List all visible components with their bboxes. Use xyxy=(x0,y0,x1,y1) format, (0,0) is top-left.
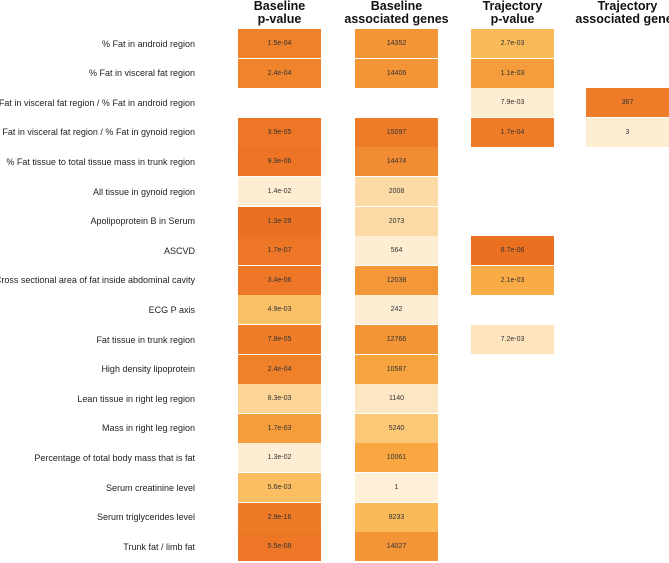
heatmap-cell-trajectory-p: 1.1e-03 xyxy=(471,58,554,88)
row-label: Serum creatinine level xyxy=(105,482,195,493)
heatmap-cell-trajectory-p: 8.7e-06 xyxy=(471,236,554,266)
heatmap-cell-baseline-p: 2.4e-04 xyxy=(238,354,321,384)
row-label: % Fat tissue to total tissue mass in tru… xyxy=(6,156,195,167)
row-label: % Fat in visceral fat region / % Fat in … xyxy=(0,97,195,108)
heatmap-cell-baseline-genes: 10587 xyxy=(355,354,438,384)
column-header-line1: Baseline xyxy=(370,0,423,13)
row-label: Lean tissue in right leg region xyxy=(77,393,195,404)
row-label: Mass in right leg region xyxy=(101,423,195,434)
column-header-line1: Trajectory xyxy=(597,0,658,13)
row-label: ECG P axis xyxy=(148,304,195,315)
heatmap-cell-baseline-genes: 15097 xyxy=(355,117,438,147)
heatmap-cell-baseline-p: 3.4e-06 xyxy=(238,265,321,295)
heatmap-cell-baseline-genes: 2008 xyxy=(355,177,438,206)
heatmap-cell-trajectory-p: 7.9e-03 xyxy=(471,88,554,118)
heatmap-cell-baseline-p: 9.3e-06 xyxy=(238,147,321,177)
heatmap-cell-baseline-p: 1.7e-07 xyxy=(238,236,321,266)
row-label: % Fat in android region xyxy=(101,38,195,49)
column-header-line2: p-value xyxy=(257,12,302,26)
heatmap-cell-trajectory-p: 2.7e-03 xyxy=(471,29,554,58)
heatmap-cell-trajectory-p: 2.1e-03 xyxy=(471,265,554,295)
heatmap-cell-baseline-genes: 2073 xyxy=(355,206,438,236)
heatmap-cell-baseline-genes: 1140 xyxy=(355,384,438,414)
heatmap-cell-baseline-p: 2.9e-16 xyxy=(238,502,321,532)
row-label: Serum triglycerides level xyxy=(96,512,195,523)
column-header-line2: associated genes xyxy=(575,12,669,26)
heatmap-cell-trajectory-genes: 367 xyxy=(586,88,669,118)
heatmap-cell-baseline-genes: 564 xyxy=(355,236,438,266)
heatmap-cell-baseline-p: 1.3e-02 xyxy=(238,443,321,473)
row-label: ASCVD xyxy=(163,245,195,256)
heatmap-cell-trajectory-p: 7.2e-03 xyxy=(471,325,554,354)
column-header-baseline-genes: Baseline associated genes xyxy=(335,0,458,26)
heatmap-cell-baseline-p: 7.8e-05 xyxy=(238,325,321,354)
column-header-trajectory-p: Trajectory p-value xyxy=(451,0,574,26)
row-label: Trunk fat / limb fat xyxy=(123,541,195,552)
row-label: % Fat in visceral fat region xyxy=(88,68,195,79)
column-header-line2: p-value xyxy=(490,12,535,26)
heatmap-cell-baseline-p: 2.4e-04 xyxy=(238,58,321,88)
row-label: All tissue in gynoid region xyxy=(92,186,195,197)
heatmap-cell-baseline-p: 5.6e-03 xyxy=(238,473,321,502)
heatmap-cell-baseline-genes: 14406 xyxy=(355,58,438,88)
column-header-line2: associated genes xyxy=(344,12,449,26)
row-label: Cross sectional area of fat inside abdom… xyxy=(0,275,195,286)
heatmap-cell-baseline-genes: 242 xyxy=(355,295,438,325)
column-header-baseline-p: Baseline p-value xyxy=(218,0,341,26)
heatmap-cell-baseline-p: 1.7e-03 xyxy=(238,413,321,443)
column-header-line1: Trajectory xyxy=(482,0,543,13)
heatmap-cell-baseline-p: 1.3e-29 xyxy=(238,206,321,236)
heatmap-cell-baseline-p: 5.5e-08 xyxy=(238,532,321,562)
heatmap-cell-baseline-p: 8.3e-03 xyxy=(238,384,321,414)
heatmap-cell-baseline-genes: 14352 xyxy=(355,29,438,58)
heatmap-cell-baseline-p: 1.5e-04 xyxy=(238,29,321,58)
heatmap-cell-baseline-genes: 1 xyxy=(355,473,438,502)
heatmap-cell-baseline-p: 3.9e-05 xyxy=(238,117,321,147)
column-header-line1: Baseline xyxy=(253,0,306,13)
heatmap-cell-trajectory-p: 1.7e-04 xyxy=(471,117,554,147)
heatmap-cell-baseline-genes: 12038 xyxy=(355,265,438,295)
row-label: Percentage of total body mass that is fa… xyxy=(34,452,195,463)
row-label: Apolipoprotein B in Serum xyxy=(90,216,195,227)
heatmap-cell-trajectory-genes: 3 xyxy=(586,117,669,147)
heatmap-cell-baseline-genes: 14474 xyxy=(355,147,438,177)
heatmap-cell-baseline-genes: 8233 xyxy=(355,502,438,532)
heatmap-cell-baseline-p: 4.9e-03 xyxy=(238,295,321,325)
row-label: Fat tissue in trunk region xyxy=(96,334,195,345)
heatmap-cell-baseline-genes: 12766 xyxy=(355,325,438,354)
heatmap-cell-baseline-genes: 5240 xyxy=(355,413,438,443)
row-label: % Fat in visceral fat region / % Fat in … xyxy=(0,127,195,138)
row-label: High density lipoprotein xyxy=(101,364,195,375)
heatmap-cell-baseline-p: 1.4e-02 xyxy=(238,177,321,206)
heatmap-cell-baseline-genes: 14027 xyxy=(355,532,438,562)
heatmap-cell-baseline-genes: 10061 xyxy=(355,443,438,473)
